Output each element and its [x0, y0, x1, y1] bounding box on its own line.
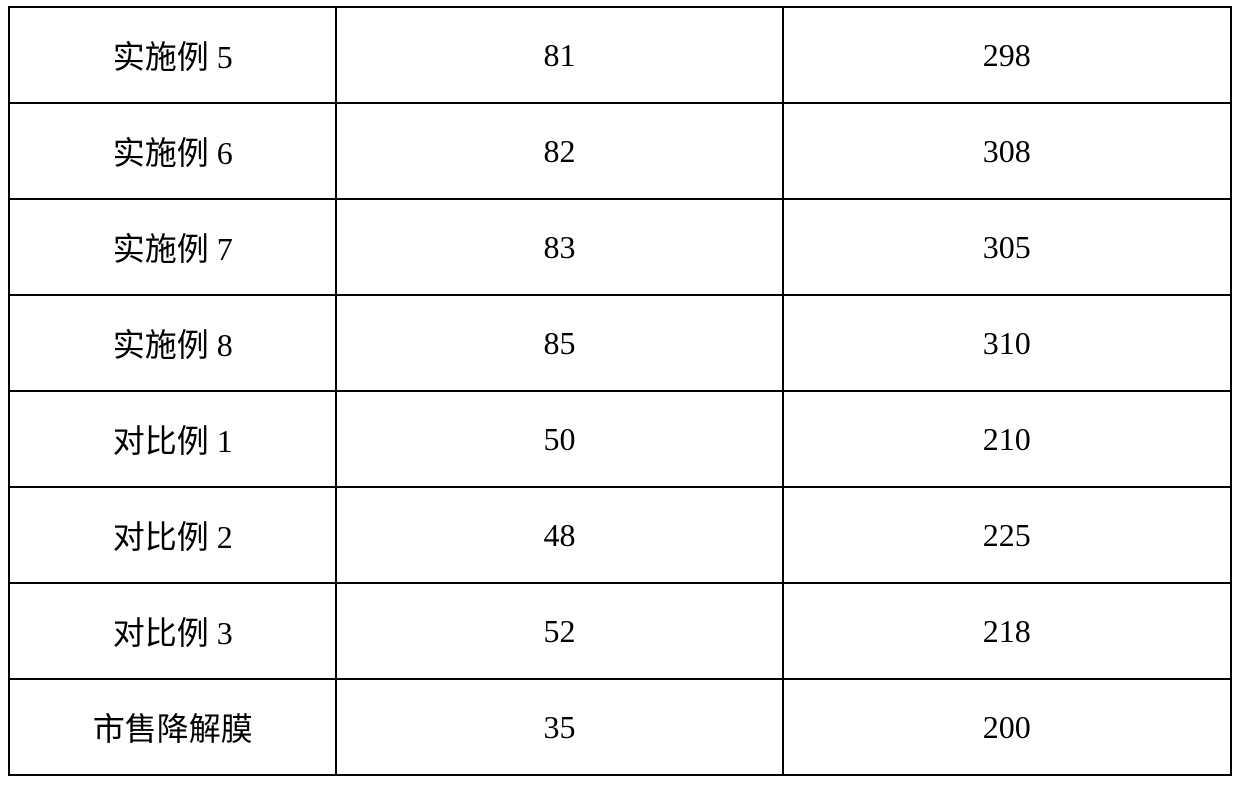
- table-row: 市售降解膜 35 200: [9, 679, 1231, 775]
- table-row: 对比例 3 52 218: [9, 583, 1231, 679]
- row-value-2: 298: [783, 7, 1232, 103]
- row-label: 实施例 6: [9, 103, 336, 199]
- row-label: 实施例 8: [9, 295, 336, 391]
- table-row: 实施例 6 82 308: [9, 103, 1231, 199]
- data-table: 实施例 5 81 298 实施例 6 82 308 实施例 7 83 305 实…: [8, 6, 1232, 776]
- row-value-2: 218: [783, 583, 1232, 679]
- row-value-2: 200: [783, 679, 1232, 775]
- row-value-1: 52: [336, 583, 782, 679]
- row-label: 实施例 7: [9, 199, 336, 295]
- row-value-1: 50: [336, 391, 782, 487]
- table-row: 对比例 1 50 210: [9, 391, 1231, 487]
- row-value-2: 210: [783, 391, 1232, 487]
- row-value-1: 48: [336, 487, 782, 583]
- row-value-2: 308: [783, 103, 1232, 199]
- table-container: 实施例 5 81 298 实施例 6 82 308 实施例 7 83 305 实…: [0, 0, 1240, 782]
- row-value-2: 305: [783, 199, 1232, 295]
- row-label: 市售降解膜: [9, 679, 336, 775]
- row-label: 对比例 1: [9, 391, 336, 487]
- table-row: 对比例 2 48 225: [9, 487, 1231, 583]
- row-label: 对比例 3: [9, 583, 336, 679]
- table-row: 实施例 5 81 298: [9, 7, 1231, 103]
- table-row: 实施例 8 85 310: [9, 295, 1231, 391]
- row-value-1: 85: [336, 295, 782, 391]
- row-value-1: 83: [336, 199, 782, 295]
- row-label: 对比例 2: [9, 487, 336, 583]
- row-value-2: 225: [783, 487, 1232, 583]
- row-value-1: 81: [336, 7, 782, 103]
- table-row: 实施例 7 83 305: [9, 199, 1231, 295]
- row-value-1: 35: [336, 679, 782, 775]
- row-label: 实施例 5: [9, 7, 336, 103]
- row-value-1: 82: [336, 103, 782, 199]
- row-value-2: 310: [783, 295, 1232, 391]
